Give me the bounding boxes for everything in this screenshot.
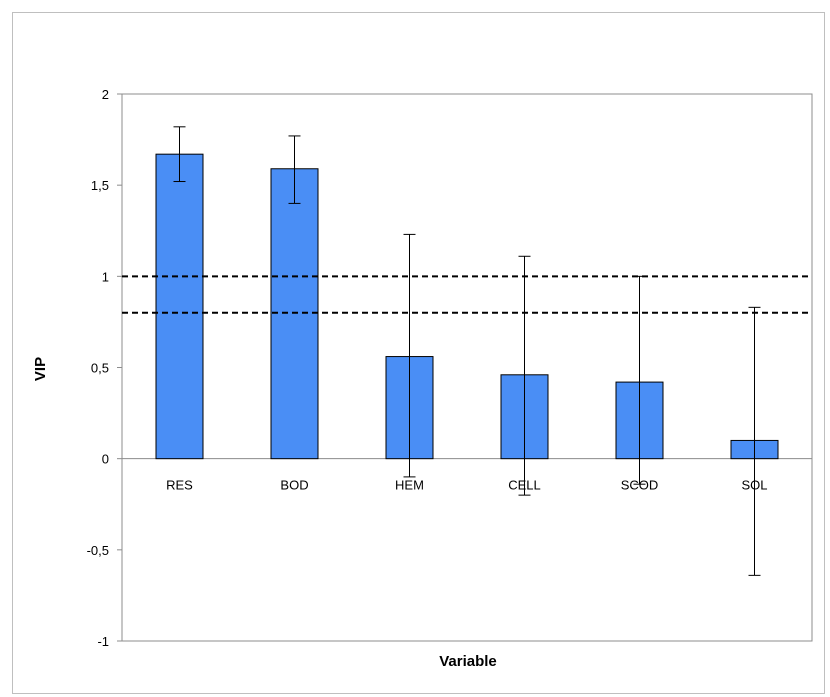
x-tick-label-res: RES — [166, 478, 193, 493]
y-tick-label: 1,5 — [91, 178, 109, 193]
x-axis-title: Variable — [439, 653, 497, 670]
y-tick-label: 0,5 — [91, 361, 109, 376]
y-axis-title: VIP — [32, 357, 49, 381]
y-tick-label: 2 — [102, 87, 109, 102]
y-tick-label: -1 — [97, 634, 109, 649]
bar-res — [155, 153, 204, 460]
x-tick-label-hem: HEM — [395, 478, 424, 493]
x-tick-label-bod: BOD — [280, 478, 308, 493]
y-tick-label: -0,5 — [87, 543, 109, 558]
x-tick-label-scod: SCOD — [621, 478, 659, 493]
y-tick-label: 0 — [102, 452, 109, 467]
y-tick-label: 1 — [102, 269, 109, 284]
chart-frame — [12, 12, 825, 694]
plot-border — [121, 93, 813, 642]
